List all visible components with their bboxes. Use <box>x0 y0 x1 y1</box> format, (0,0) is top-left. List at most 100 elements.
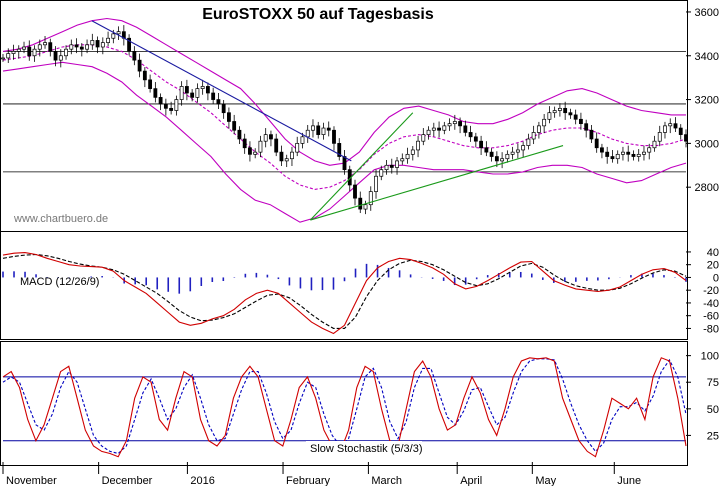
candle <box>484 147 489 153</box>
candle <box>684 134 688 142</box>
candle <box>368 191 373 206</box>
trendline-1 <box>309 112 414 221</box>
macd-axis-tick-label: -40 <box>703 298 719 310</box>
candle <box>615 153 620 160</box>
candle <box>563 107 568 114</box>
candle <box>542 118 547 127</box>
candle <box>395 160 399 168</box>
candle <box>174 99 179 111</box>
candle <box>79 46 84 50</box>
candle <box>74 44 79 48</box>
price-axis-tick-label: 3000 <box>695 138 719 150</box>
candle <box>531 132 536 140</box>
candle <box>6 53 11 59</box>
candle <box>237 129 242 140</box>
price-axis-tick-label: 3600 <box>695 7 719 19</box>
candle <box>290 151 294 160</box>
chart-title: EuroSTOXX 50 auf Tagesbasis <box>202 6 434 23</box>
candle <box>248 147 252 155</box>
candle <box>111 33 116 39</box>
candle <box>568 112 573 116</box>
stoch-label-bg <box>306 441 422 455</box>
candle <box>311 125 315 131</box>
macd-axis-tick-label: 40 <box>707 247 719 259</box>
candle <box>242 138 247 149</box>
candle <box>316 125 321 135</box>
candle <box>631 153 636 157</box>
macd-axis-tick-label: -80 <box>703 323 719 335</box>
candle <box>100 42 105 48</box>
candle <box>137 59 142 72</box>
candle <box>389 164 394 168</box>
candle <box>179 86 184 100</box>
candle <box>85 44 89 50</box>
x-axis-label: February <box>286 475 331 486</box>
candle <box>437 127 441 131</box>
bollinger-middle <box>2 44 687 190</box>
candle <box>652 140 657 149</box>
price-axis-tick-label: 3400 <box>695 51 719 63</box>
candle <box>374 175 378 192</box>
candle <box>116 31 121 35</box>
x-axis-label: November <box>6 475 57 486</box>
candle <box>148 79 153 89</box>
candle <box>515 149 520 153</box>
candle <box>106 37 110 43</box>
candle <box>579 118 583 125</box>
bollinger-lower <box>2 61 687 223</box>
price-axis-tick-label: 2800 <box>695 182 719 194</box>
candle <box>442 125 447 131</box>
candle <box>305 129 310 138</box>
x-axis-label: June <box>617 475 641 486</box>
macd-axis-tick-label: -60 <box>703 311 719 323</box>
candle <box>184 86 189 94</box>
candle <box>384 164 389 171</box>
macd-panel <box>2 252 687 335</box>
candle <box>510 151 515 155</box>
x-axis-label: April <box>460 475 482 486</box>
candle <box>332 129 336 144</box>
stoch-axis-tick-label: 50 <box>707 404 719 416</box>
candle <box>663 125 667 133</box>
stoch-label: Slow Stochastik (5/3/3) <box>310 443 423 455</box>
candle <box>32 48 37 57</box>
candle <box>200 86 205 89</box>
candle <box>195 88 200 98</box>
price-axis-tick-label: 3200 <box>695 95 719 107</box>
candle <box>668 123 673 127</box>
candle <box>326 127 331 131</box>
candle <box>221 103 226 114</box>
candle <box>400 158 405 162</box>
candle <box>132 51 137 61</box>
candle <box>253 151 258 155</box>
candle <box>22 46 26 50</box>
candle <box>142 70 147 81</box>
candle <box>16 48 21 52</box>
candle <box>358 197 363 210</box>
candle <box>232 121 237 131</box>
x-axis-label: May <box>535 475 556 486</box>
candle <box>11 51 16 54</box>
candle <box>647 147 652 153</box>
macd-label: MACD (12/26/9) <box>20 276 99 288</box>
candle <box>169 107 174 111</box>
macd-axis-tick-label: -20 <box>703 285 719 297</box>
stochastic-panel <box>2 357 687 458</box>
candle <box>426 129 431 135</box>
candle <box>95 40 100 48</box>
candle <box>58 55 63 61</box>
candle <box>489 151 494 157</box>
x-axis-label: 2016 <box>190 475 214 486</box>
stoch-axis-tick-label: 25 <box>707 430 719 442</box>
candle <box>494 156 499 162</box>
candle <box>505 153 510 160</box>
candle <box>584 123 589 131</box>
candle <box>657 132 662 142</box>
x-axis-label: March <box>371 475 402 486</box>
candle <box>636 153 641 157</box>
price-panel-frame <box>0 0 688 232</box>
stoch-k-line <box>2 357 687 458</box>
candle <box>605 151 610 157</box>
